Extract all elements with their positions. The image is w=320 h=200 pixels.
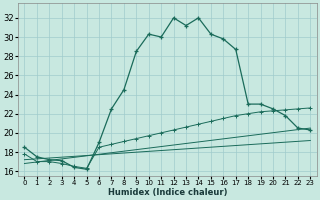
X-axis label: Humidex (Indice chaleur): Humidex (Indice chaleur): [108, 188, 227, 197]
